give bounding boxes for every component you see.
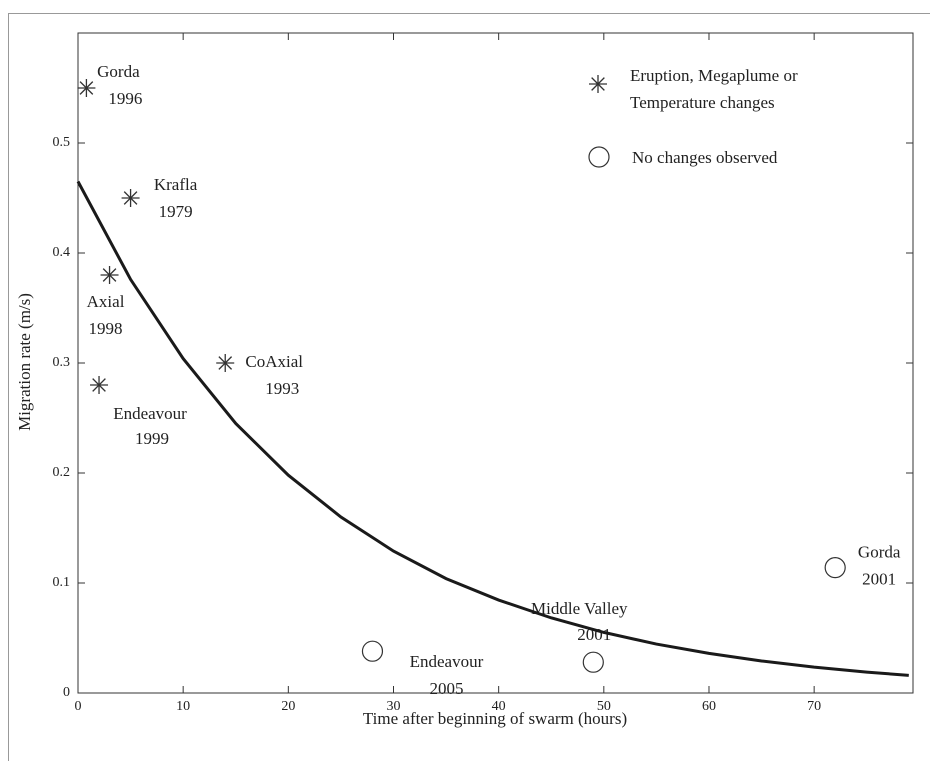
point-year: 1996 — [108, 89, 142, 108]
x-tick-label: 10 — [176, 699, 190, 714]
y-tick-label: 0.2 — [53, 465, 71, 480]
star-stroke — [123, 191, 138, 205]
point-year: 2001 — [577, 625, 611, 644]
x-tick-label: 60 — [702, 699, 716, 714]
star-stroke — [102, 268, 117, 282]
y-tick-label: 0.4 — [53, 245, 71, 260]
plot-frame — [77, 32, 914, 694]
legend-marker — [589, 75, 607, 93]
x-tick-label: 40 — [492, 699, 506, 714]
figure-frame — [8, 13, 930, 761]
x-tick-label: 20 — [281, 699, 295, 714]
x-axis-label: Time after beginning of swarm (hours) — [363, 709, 627, 728]
legend-entry: No changes observed — [632, 148, 778, 167]
point-name: Gorda — [97, 62, 140, 81]
legend-marker — [588, 146, 610, 168]
point-name: Axial — [87, 292, 125, 311]
point-name: Krafla — [154, 175, 198, 194]
star-marker — [216, 354, 235, 372]
point-name: CoAxial — [245, 352, 303, 371]
star-stroke — [79, 81, 94, 95]
x-tick-label: 30 — [386, 699, 400, 714]
star-stroke — [218, 356, 233, 370]
x-tick-label: 0 — [75, 699, 82, 714]
y-tick-label: 0.1 — [53, 575, 71, 590]
point-year: 2001 — [862, 570, 896, 589]
point-year: 1979 — [159, 202, 193, 221]
y-axis-label: Migration rate (m/s) — [15, 293, 34, 431]
point-name: Endeavour — [410, 652, 484, 671]
star-marker — [90, 376, 109, 394]
circle-marker — [582, 651, 604, 673]
point-name: Middle Valley — [531, 599, 628, 618]
x-tick-label: 50 — [597, 699, 611, 714]
star-marker — [100, 266, 119, 284]
point-name: Endeavour — [113, 404, 187, 423]
point-year: 1998 — [89, 319, 123, 338]
fit-curve — [76, 180, 909, 677]
point-year: 2005 — [429, 679, 463, 698]
x-tick-label: 70 — [807, 699, 821, 714]
y-tick-label: 0.3 — [53, 355, 71, 370]
point-name: Gorda — [858, 543, 901, 562]
point-year: 1999 — [135, 429, 169, 448]
star-marker — [121, 189, 140, 207]
star-stroke — [591, 77, 605, 91]
y-tick-label: 0 — [63, 685, 70, 700]
star-stroke — [92, 378, 106, 392]
legend-entry: Eruption, Megaplume or Temperature chang… — [630, 66, 798, 112]
circle-marker — [361, 640, 384, 662]
point-year: 1993 — [265, 379, 299, 398]
y-tick-label: 0.5 — [53, 135, 71, 150]
star-marker — [77, 79, 96, 97]
circle-marker — [824, 556, 846, 579]
